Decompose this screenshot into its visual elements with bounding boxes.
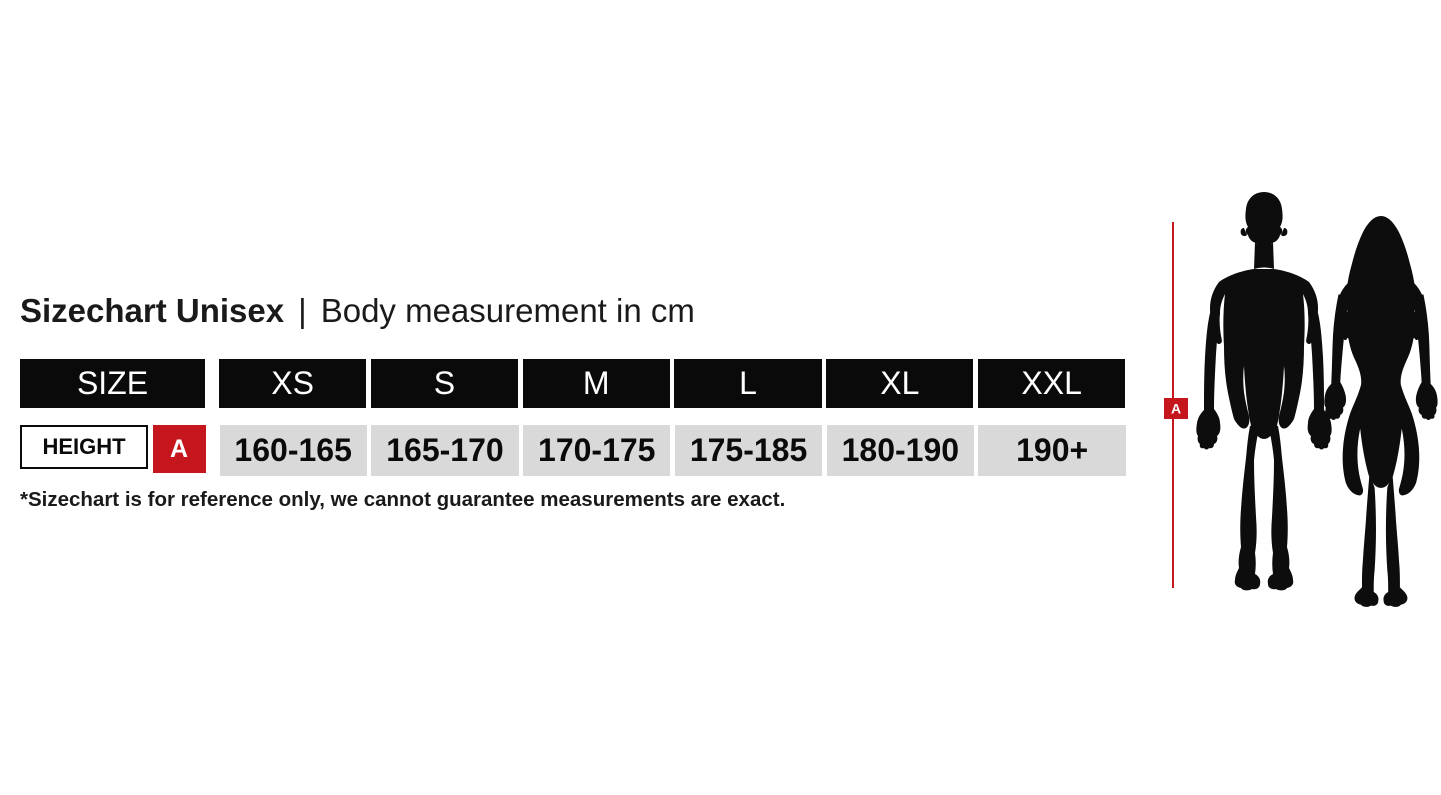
svg-text:A: A: [1171, 401, 1181, 417]
